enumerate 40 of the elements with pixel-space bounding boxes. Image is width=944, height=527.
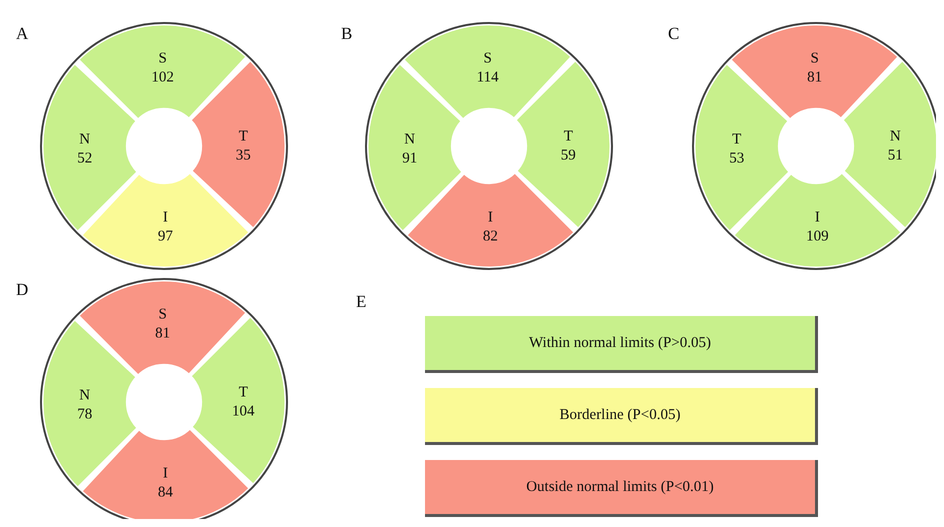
category-label: Borderline (P<0.05) xyxy=(425,388,818,445)
data-label: 78 xyxy=(77,406,92,422)
data-label: 81 xyxy=(807,70,822,86)
category-label: N xyxy=(79,387,90,404)
data-label: 97 xyxy=(158,228,174,244)
category-label: T xyxy=(732,131,742,148)
data-label: 59 xyxy=(560,148,576,164)
category-label: Outside normal limits (P<0.01) xyxy=(425,460,818,517)
text: B xyxy=(341,24,352,44)
data-label: 109 xyxy=(806,228,829,244)
data-label: 35 xyxy=(236,148,251,164)
category-label: I xyxy=(162,209,168,226)
category-label: Within normal limits (P>0.05) xyxy=(425,316,818,373)
data-label: 52 xyxy=(77,150,92,166)
category-label: N xyxy=(404,131,416,148)
category-label: N xyxy=(79,131,90,148)
data-label: 114 xyxy=(476,70,500,86)
data-label: 53 xyxy=(729,150,744,166)
category-label: S xyxy=(158,306,167,323)
text: D xyxy=(16,280,28,300)
text: C xyxy=(668,24,680,44)
category-label: S xyxy=(810,50,819,67)
data-label: 81 xyxy=(155,326,170,342)
data-label: 82 xyxy=(482,228,498,244)
category-label: N xyxy=(890,128,901,145)
data-label: 102 xyxy=(151,70,174,86)
data-label: 51 xyxy=(888,148,903,164)
category-label: T xyxy=(238,128,248,145)
category-label: S xyxy=(158,50,167,67)
data-label: 91 xyxy=(402,150,418,166)
data-label: 84 xyxy=(158,484,174,500)
text: A xyxy=(16,24,28,44)
category-label: T xyxy=(238,384,248,401)
data-label: 104 xyxy=(232,404,256,420)
text: E xyxy=(356,292,366,312)
category-label: T xyxy=(564,128,573,145)
category-label: I xyxy=(814,209,820,226)
category-label: I xyxy=(488,209,493,226)
category-label: I xyxy=(162,465,168,482)
category-label: S xyxy=(483,50,492,67)
